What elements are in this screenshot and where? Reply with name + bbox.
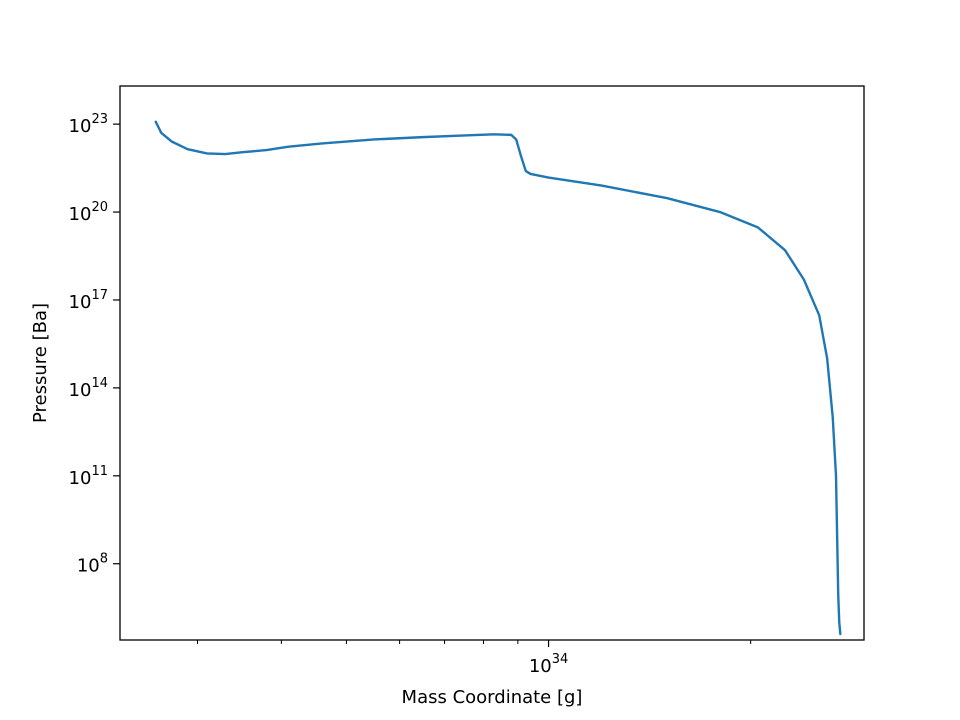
x-tick-label: 1034 (529, 652, 568, 677)
y-tick-label: 1011 (69, 464, 108, 489)
plot-area (154, 120, 842, 636)
y-tick-label-exponent: 17 (91, 288, 108, 303)
y-tick-label-base: 10 (69, 380, 92, 401)
y-tick-label-base: 10 (69, 468, 92, 489)
plot-frame (119, 85, 865, 641)
y-tick-label: 1014 (69, 376, 108, 401)
y-tick-label-base: 10 (69, 204, 92, 225)
x-tick-label-base: 10 (529, 656, 552, 677)
x-axis-label: Mass Coordinate [g] (402, 687, 583, 708)
series-line-0 (154, 120, 842, 636)
y-tick-label-base: 10 (77, 556, 100, 577)
x-tick-label-exponent: 34 (552, 652, 569, 667)
y-tick-label-base: 10 (69, 292, 92, 313)
y-tick-label-exponent: 8 (100, 552, 108, 567)
y-tick-label-exponent: 11 (91, 464, 108, 479)
y-tick-label-base: 10 (69, 116, 92, 137)
x-axis-ticks: 1034 (196, 640, 752, 677)
y-tick-label: 1020 (69, 200, 108, 225)
y-tick-label-exponent: 20 (91, 200, 108, 215)
y-tick-label: 1023 (69, 112, 108, 137)
y-tick-label: 1017 (69, 288, 108, 313)
y-tick-label: 108 (77, 552, 108, 577)
y-tick-label-exponent: 14 (91, 376, 108, 391)
y-tick-label-exponent: 23 (91, 112, 108, 127)
y-axis-label: Pressure [Ba] (30, 303, 51, 423)
